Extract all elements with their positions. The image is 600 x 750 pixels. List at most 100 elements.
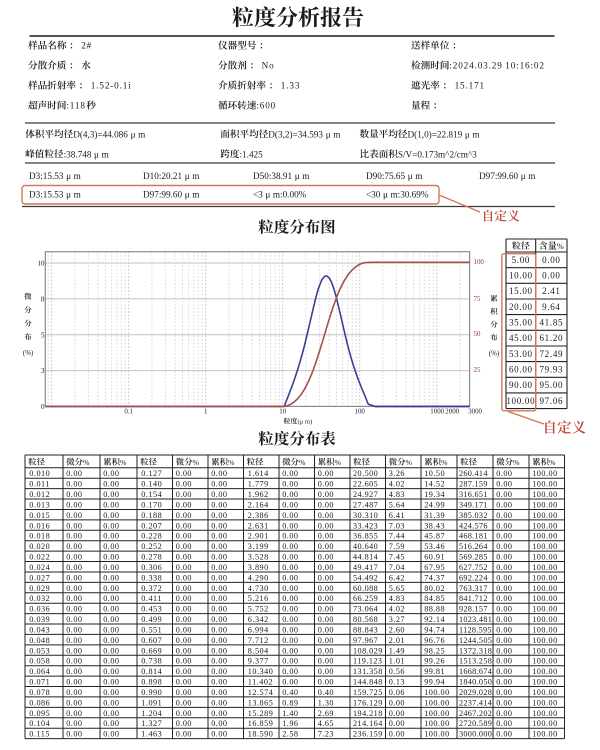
svg-text:88.843: 88.843	[353, 625, 378, 634]
svg-text:131.358: 131.358	[353, 667, 383, 676]
svg-text:0.115: 0.115	[29, 730, 50, 739]
svg-text:0.607: 0.607	[141, 636, 162, 645]
svg-text:0.00: 0.00	[66, 688, 82, 697]
svg-text:54.492: 54.492	[353, 573, 378, 582]
svg-text:0.00: 0.00	[211, 678, 227, 687]
svg-text:7.44: 7.44	[389, 532, 405, 541]
svg-text:0.00: 0.00	[318, 542, 334, 551]
svg-text:0.00: 0.00	[66, 521, 82, 530]
svg-text::2024.03.29: :2024.03.29	[449, 61, 502, 71]
svg-text:m: m	[528, 171, 535, 181]
svg-text:100.00: 100.00	[532, 480, 558, 489]
svg-text:1.962: 1.962	[248, 490, 269, 499]
svg-text:92.14: 92.14	[424, 615, 445, 624]
svg-text:99.81: 99.81	[424, 667, 445, 676]
svg-text:1.52-0.1i: 1.52-0.1i	[91, 81, 132, 91]
svg-text:0.00: 0.00	[211, 553, 227, 562]
svg-text:0.00: 0.00	[176, 636, 192, 645]
svg-text:m: m	[192, 171, 199, 181]
svg-text:20.500: 20.500	[353, 469, 378, 478]
svg-text:33.423: 33.423	[353, 521, 378, 530]
svg-text:0.306: 0.306	[141, 563, 162, 572]
svg-text:0.00: 0.00	[66, 511, 82, 520]
svg-text:0.00: 0.00	[176, 573, 192, 582]
svg-text:0.00: 0.00	[496, 511, 512, 520]
svg-text:0.00: 0.00	[211, 646, 227, 655]
svg-text:0.89: 0.89	[282, 698, 298, 707]
svg-text:0.00: 0.00	[211, 625, 227, 634]
svg-text:0.00: 0.00	[282, 490, 298, 499]
svg-text:0.00: 0.00	[318, 469, 334, 478]
svg-text:μ: μ	[408, 171, 413, 181]
svg-text:0.170: 0.170	[141, 501, 162, 510]
svg-text:μ: μ	[465, 129, 470, 139]
svg-text:22.605: 22.605	[353, 480, 378, 489]
svg-text:3000: 3000	[468, 409, 482, 416]
svg-text:97.06: 97.06	[539, 396, 563, 406]
svg-text:100.00: 100.00	[532, 584, 558, 593]
svg-text:45.00: 45.00	[509, 333, 533, 343]
svg-text:0.018: 0.018	[29, 532, 50, 541]
svg-text:16.859: 16.859	[248, 719, 274, 728]
svg-text:3.528: 3.528	[248, 553, 269, 562]
svg-text:38.43: 38.43	[424, 521, 445, 530]
svg-text:31.39: 31.39	[424, 511, 445, 520]
svg-text:13.865: 13.865	[248, 698, 274, 707]
svg-text:8.504: 8.504	[248, 646, 269, 655]
svg-text:0.00: 0.00	[318, 521, 334, 530]
svg-text:100: 100	[474, 259, 485, 266]
svg-text:5: 5	[41, 331, 45, 339]
svg-text:763.317: 763.317	[459, 584, 488, 593]
svg-text:0.00: 0.00	[318, 594, 334, 603]
svg-text:μ: μ	[66, 171, 71, 181]
svg-text:2029.028: 2029.028	[459, 688, 492, 697]
svg-text:0.738: 0.738	[141, 657, 162, 666]
svg-text:0.00: 0.00	[496, 667, 512, 676]
svg-text:0.00: 0.00	[282, 667, 298, 676]
svg-text:0.011: 0.011	[29, 480, 50, 489]
svg-text:100.00: 100.00	[532, 719, 558, 728]
svg-text:0.00: 0.00	[211, 542, 227, 551]
svg-text:0.00: 0.00	[176, 594, 192, 603]
svg-text:7.04: 7.04	[389, 563, 405, 572]
svg-text:0.814: 0.814	[141, 667, 162, 676]
svg-text:3.27: 3.27	[389, 615, 405, 624]
svg-text:D(4,3)=44.086: D(4,3)=44.086	[73, 129, 128, 139]
svg-text:9.377: 9.377	[248, 657, 269, 666]
svg-text:μ: μ	[383, 190, 388, 200]
svg-text:0.00: 0.00	[66, 709, 82, 718]
svg-text:468.181: 468.181	[459, 532, 488, 541]
svg-text:0.00: 0.00	[211, 511, 227, 520]
svg-text:0.551: 0.551	[141, 625, 162, 634]
svg-text:0.00: 0.00	[282, 615, 298, 624]
svg-text:0.372: 0.372	[141, 584, 162, 593]
svg-text:0.127: 0.127	[141, 469, 162, 478]
svg-text:D97:99.60: D97:99.60	[143, 190, 182, 200]
svg-text:1.49: 1.49	[389, 646, 405, 655]
svg-text:0.00: 0.00	[176, 615, 192, 624]
svg-text:100.00: 100.00	[532, 469, 558, 478]
svg-text:0.00: 0.00	[66, 657, 82, 666]
svg-text:m:0.00%: m:0.00%	[273, 190, 307, 200]
svg-text:67.95: 67.95	[424, 563, 445, 572]
svg-text:0.00: 0.00	[496, 573, 512, 582]
svg-text:100.00: 100.00	[532, 521, 558, 530]
svg-text:0.00: 0.00	[318, 490, 334, 499]
svg-text:0.00: 0.00	[103, 469, 119, 478]
svg-text:1.779: 1.779	[248, 480, 269, 489]
svg-text:0.00: 0.00	[318, 605, 334, 614]
svg-text:0.020: 0.020	[29, 542, 50, 551]
svg-text:4.65: 4.65	[318, 719, 334, 728]
svg-text:%: %	[228, 458, 235, 467]
svg-text:m: m	[415, 171, 422, 181]
svg-text:2.69: 2.69	[318, 709, 334, 718]
svg-text:No: No	[262, 61, 275, 71]
svg-text:10:16:02: 10:16:02	[505, 61, 544, 71]
svg-text:0.00: 0.00	[211, 584, 227, 593]
svg-text:0.00: 0.00	[211, 667, 227, 676]
svg-text:(μ: (μ	[298, 419, 304, 426]
svg-text:0.00: 0.00	[318, 615, 334, 624]
svg-text:0.06: 0.06	[389, 688, 405, 697]
svg-text:0.00: 0.00	[103, 730, 119, 739]
svg-text:D(3,2)=34.593: D(3,2)=34.593	[268, 129, 323, 139]
